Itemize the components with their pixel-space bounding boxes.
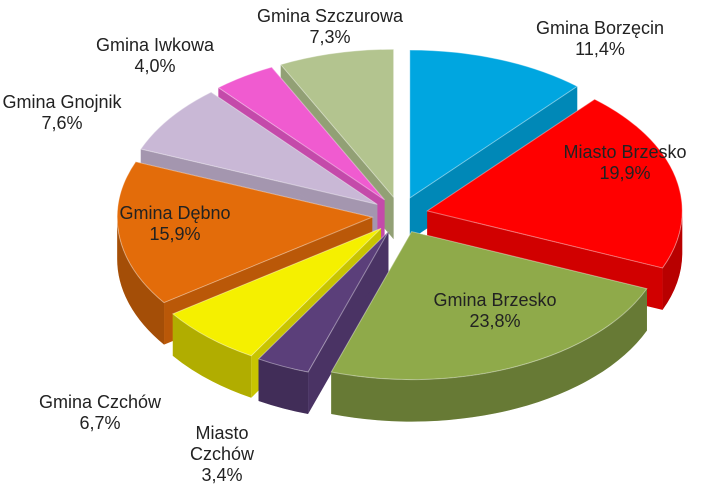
data-label: Gmina Brzesko 23,8%: [395, 290, 595, 332]
slice-top: [171, 227, 382, 357]
data-label: Gmina Gnojnik 7,6%: [0, 92, 162, 134]
slice-top: [409, 49, 579, 199]
slice-shade: [331, 288, 647, 422]
label-name: Gmina Iwkowa: [95, 35, 215, 55]
slice-shade: [258, 358, 309, 415]
slice-top: [330, 230, 648, 381]
label-value: 3,4%: [201, 465, 243, 485]
slice: [257, 231, 389, 415]
label-name: Gmina Czchów: [38, 392, 162, 412]
slice-shade: [172, 313, 252, 398]
slice-top: [139, 91, 378, 205]
label-value: 15,9%: [149, 224, 201, 244]
label-name: Gmina Borzęcin: [535, 18, 665, 38]
label-value: 7,3%: [309, 27, 351, 47]
data-label: Gmina Czchów 6,7%: [0, 392, 200, 434]
label-value: 11,4%: [575, 39, 625, 59]
slice-side: [117, 217, 165, 345]
label-value: 4,0%: [134, 56, 176, 76]
label-value: 23,8%: [469, 311, 521, 331]
data-label: Gmina Dębno 15,9%: [75, 203, 275, 245]
label-name: Miasto Brzesko: [563, 142, 687, 162]
data-label: Gmina Borzęcin 11,4%: [500, 18, 700, 60]
slice-side: [258, 358, 309, 415]
slice-shade: [117, 217, 165, 345]
slice-top: [279, 48, 395, 199]
data-label: Gmina Szczurowa 7,3%: [230, 6, 430, 48]
slice: [330, 230, 648, 422]
slice-top: [257, 231, 389, 373]
data-label: Gmina Iwkowa 4,0%: [55, 35, 255, 77]
slice-top: [426, 98, 683, 269]
slice-side: [331, 288, 647, 422]
label-value: 19,9%: [599, 163, 651, 183]
label-name: Gmina Szczurowa: [256, 6, 404, 26]
label-value: 7,6%: [41, 113, 83, 133]
label-value: 6,7%: [79, 413, 121, 433]
slice-side: [662, 210, 683, 310]
slice-side: [172, 313, 252, 398]
slice-top: [217, 66, 385, 201]
slice-shade: [662, 210, 683, 310]
label-name: Miasto Czchów: [189, 423, 255, 464]
data-label: Miasto Czchów 3,4%: [177, 423, 267, 486]
label-name: Gmina Brzesko: [433, 290, 557, 310]
label-name: Gmina Gnojnik: [2, 92, 122, 112]
slice-top: [116, 161, 374, 304]
data-label: Miasto Brzesko 19,9%: [525, 142, 717, 184]
label-name: Gmina Dębno: [119, 203, 231, 223]
